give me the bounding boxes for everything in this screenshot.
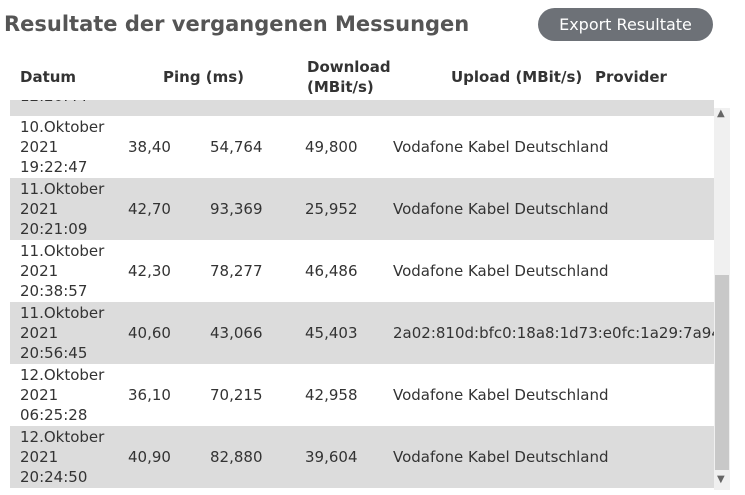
provider-cell: 2a02:810d:bfc0:18a8:1d73:e0fc:1a29:7a94 xyxy=(393,324,714,342)
download-cell: 54,764 xyxy=(210,138,263,156)
scroll-down[interactable]: ▼ xyxy=(717,474,725,485)
upload-cell: 46,486 xyxy=(305,262,358,280)
date-line: 20:24:50 xyxy=(20,468,88,486)
export-button[interactable]: Export Resultate xyxy=(538,8,713,41)
date-line: 11.Oktober xyxy=(20,180,105,198)
scroll-thumb[interactable] xyxy=(715,275,729,470)
ping-cell: 38,40 xyxy=(128,138,171,156)
scroll-up[interactable]: ▲ xyxy=(717,108,725,119)
column-header: Download xyxy=(307,58,391,76)
ping-cell: 40,60 xyxy=(128,324,171,342)
date-line: 11.Oktober xyxy=(20,242,105,260)
download-cell: 43,066 xyxy=(210,324,263,342)
column-header: Datum xyxy=(20,68,77,86)
date-line: 2021 xyxy=(20,324,59,342)
upload-cell: 49,800 xyxy=(305,138,358,156)
date-line: 11.Oktober xyxy=(20,304,105,322)
download-cell: 78,277 xyxy=(210,262,263,280)
provider-cell: Vodafone Kabel Deutschland xyxy=(393,200,609,218)
table-row: 12.Oktober 2021 06:25:28 36,10 70,215 42,958 V… xyxy=(10,364,714,426)
date-line: 20:38:57 xyxy=(20,282,88,300)
upload-cell: 39,604 xyxy=(305,448,358,466)
table-row: 11.Oktober 2021 20:21:09 42,70 93,369 25,952 V… xyxy=(10,178,714,240)
title: Resultate der vergangenen Messungen xyxy=(4,12,470,36)
provider-cell: Vodafone Kabel Deutschland xyxy=(393,262,609,280)
clipped-date: 12:20:44 xyxy=(20,100,87,106)
provider-cell: Vodafone Kabel Deutschland xyxy=(393,138,609,156)
date-line: 2021 xyxy=(20,262,59,280)
date-line: 2021 xyxy=(20,200,59,218)
date-line: 20:21:09 xyxy=(20,220,88,238)
upload-cell: 45,403 xyxy=(305,324,358,342)
date-line: 2021 xyxy=(20,386,59,404)
provider-cell: Vodafone Kabel Deutschland xyxy=(393,386,609,404)
ping-cell: 40,90 xyxy=(128,448,171,466)
date-line: 10.Oktober xyxy=(20,118,105,136)
date-line: 12.Oktober xyxy=(20,366,105,384)
date-line: 20:56:45 xyxy=(20,344,88,362)
scrollbar[interactable]: ▲ ▼ xyxy=(714,108,730,490)
table-body: 12:20:44 10.Oktober 2021 19:22:47 38,40 54,76… xyxy=(10,100,714,488)
column-header: Ping (ms) xyxy=(163,68,245,86)
download-cell: 93,369 xyxy=(210,200,263,218)
upload-cell: 42,958 xyxy=(305,386,358,404)
ping-cell: 36,10 xyxy=(128,386,171,404)
download-cell: 70,215 xyxy=(210,386,263,404)
date-line: 19:22:47 xyxy=(20,158,88,176)
column-header: (MBit/s) xyxy=(307,78,374,96)
upload-cell: 25,952 xyxy=(305,200,358,218)
date-line: 2021 xyxy=(20,448,59,466)
table-row: 12.Oktober 2021 20:24:50 40,90 82,880 39,604 V… xyxy=(10,426,714,488)
ping-cell: 42,30 xyxy=(128,262,171,280)
download-cell: 82,880 xyxy=(210,448,263,466)
date-line: 12.Oktober xyxy=(20,428,105,446)
date-line: 06:25:28 xyxy=(20,406,88,424)
table-row: 10.Oktober 2021 19:22:47 38,40 54,764 49,800 V… xyxy=(10,116,714,178)
column-header: Provider xyxy=(595,68,667,86)
column-header: Upload (MBit/s) xyxy=(451,68,583,86)
table-row: 11.Oktober 2021 20:38:57 42,30 78,277 46,486 V… xyxy=(10,240,714,302)
clipped-row xyxy=(10,100,714,116)
provider-cell: Vodafone Kabel Deutschland xyxy=(393,448,609,466)
table-row: 11.Oktober 2021 20:56:45 40,60 43,066 45,403 2… xyxy=(10,302,714,364)
ping-cell: 42,70 xyxy=(128,200,171,218)
date-line: 2021 xyxy=(20,138,59,156)
